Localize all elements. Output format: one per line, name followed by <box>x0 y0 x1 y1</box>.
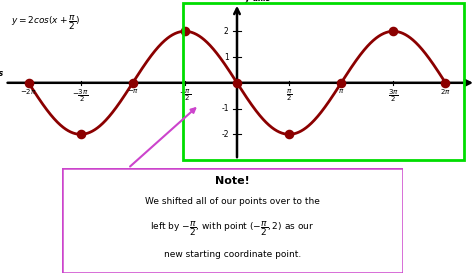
Text: y-axis: y-axis <box>246 0 271 4</box>
Point <box>233 81 241 85</box>
Text: x-axis: x-axis <box>0 69 3 78</box>
Text: $\dfrac{\pi}{2}$: $\dfrac{\pi}{2}$ <box>286 87 292 103</box>
Text: $\pi$: $\pi$ <box>338 87 345 95</box>
Point <box>285 132 293 137</box>
Point <box>390 29 397 33</box>
Text: Note!: Note! <box>215 176 250 186</box>
Text: 2: 2 <box>224 27 228 36</box>
Text: $\dfrac{3\pi}{2}$: $\dfrac{3\pi}{2}$ <box>388 87 399 104</box>
Text: We shifted all of our points over to the: We shifted all of our points over to the <box>145 197 319 206</box>
Point <box>181 29 189 33</box>
Point <box>442 81 449 85</box>
Text: new starting coordinate point.: new starting coordinate point. <box>164 250 301 259</box>
Text: $2\pi$: $2\pi$ <box>440 87 451 96</box>
Text: -1: -1 <box>221 104 228 113</box>
Text: 1: 1 <box>224 52 228 62</box>
Text: $y = 2cos(x + \dfrac{\pi}{2})$: $y = 2cos(x + \dfrac{\pi}{2})$ <box>11 13 80 32</box>
Text: left by $-\dfrac{\pi}{2}$, with point $(-\dfrac{\pi}{2},2)$ as our: left by $-\dfrac{\pi}{2}$, with point $(… <box>150 219 314 238</box>
Point <box>77 132 84 137</box>
Point <box>129 81 137 85</box>
Point <box>337 81 345 85</box>
Text: $-\dfrac{\pi}{2}$: $-\dfrac{\pi}{2}$ <box>179 87 191 103</box>
Text: $-\dfrac{3\pi}{2}$: $-\dfrac{3\pi}{2}$ <box>73 87 89 104</box>
Text: $-\pi$: $-\pi$ <box>127 87 139 95</box>
Text: -2: -2 <box>221 130 228 139</box>
Point <box>25 81 32 85</box>
Text: $-2\pi$: $-2\pi$ <box>20 87 37 96</box>
